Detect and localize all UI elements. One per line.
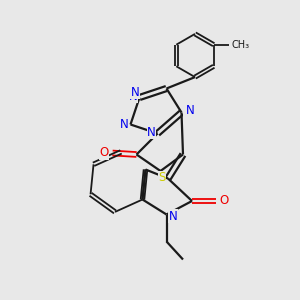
Text: N: N: [185, 104, 194, 118]
Text: N: N: [119, 118, 128, 131]
Text: N: N: [147, 125, 156, 139]
Text: N: N: [169, 209, 178, 223]
Text: N: N: [130, 85, 140, 99]
Text: N: N: [184, 103, 193, 116]
Text: O: O: [220, 194, 229, 208]
Text: S: S: [158, 171, 166, 184]
Text: N: N: [128, 89, 137, 103]
Text: CH₃: CH₃: [231, 40, 249, 50]
Text: O: O: [100, 146, 109, 160]
